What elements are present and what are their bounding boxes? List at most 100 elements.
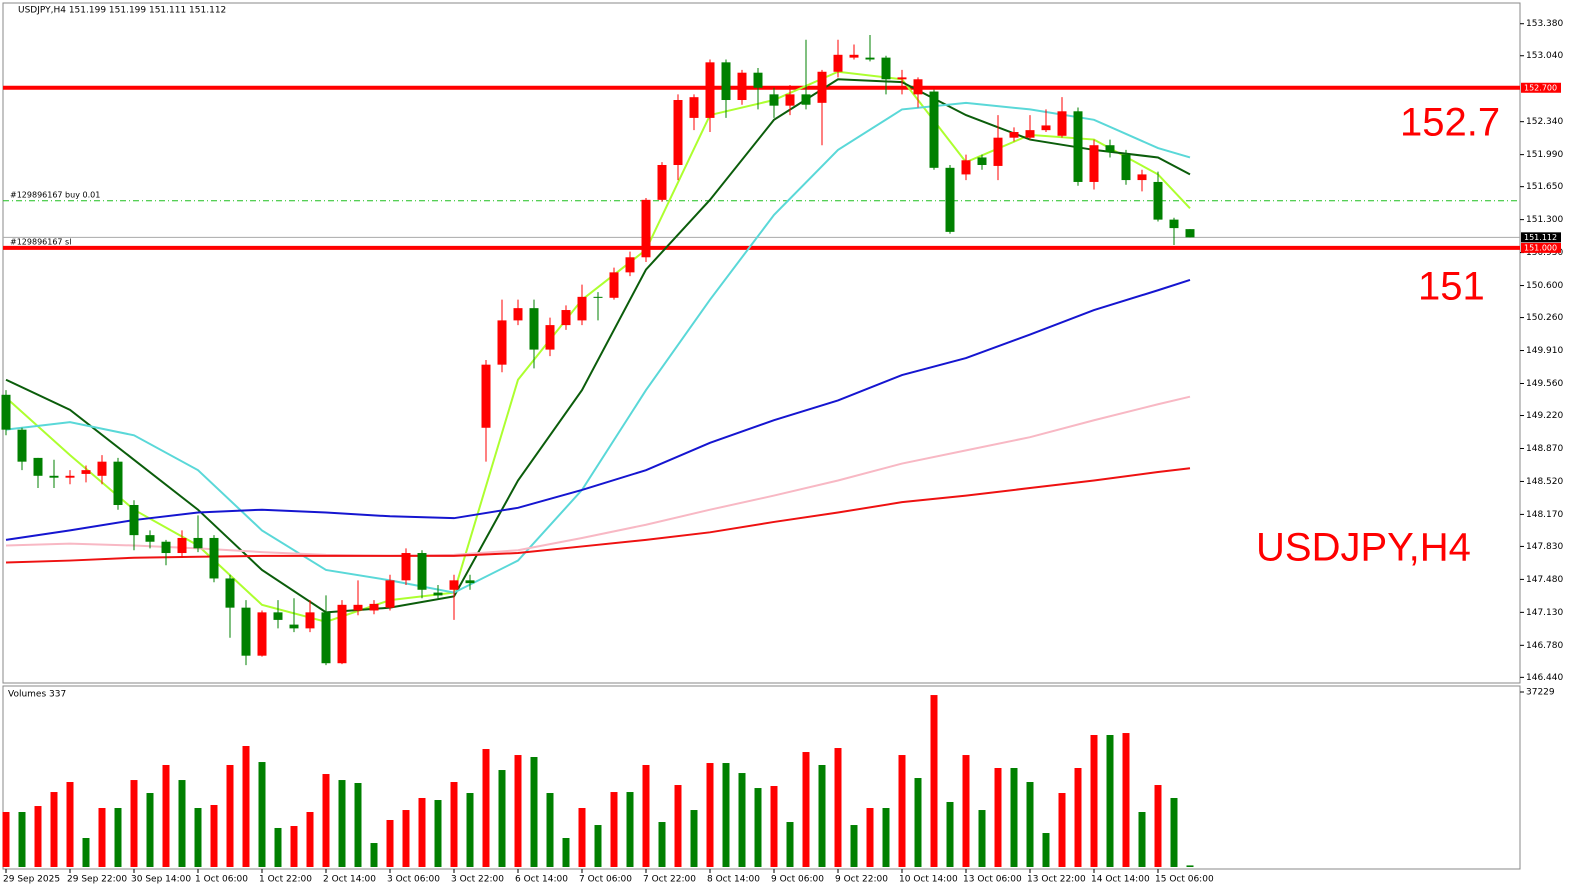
y-tick-label: 148.170 <box>1526 510 1563 520</box>
volume-bar <box>914 778 922 867</box>
y-tick-label: 149.910 <box>1526 346 1563 356</box>
candle-body <box>1169 219 1179 229</box>
candle-body <box>961 160 971 175</box>
x-tick-label: 7 Oct 06:00 <box>579 875 632 885</box>
volume-panel <box>2 685 1521 870</box>
x-tick-label: 1 Oct 06:00 <box>195 875 248 885</box>
volume-bar <box>306 812 314 867</box>
volume-bar <box>610 792 618 867</box>
volume-bar <box>962 755 970 867</box>
candle-body <box>673 100 683 165</box>
x-tick-label: 2 Oct 14:00 <box>323 875 376 885</box>
volume-bar <box>514 755 522 867</box>
order-label: #129896167 buy 0.01 <box>10 190 100 199</box>
candle-body <box>449 580 459 590</box>
volume-bar <box>626 792 634 867</box>
volume-bar <box>1010 768 1018 867</box>
volume-bar <box>450 782 458 867</box>
volume-bar <box>1026 782 1034 867</box>
level-label: 152.700 <box>1524 83 1557 92</box>
volume-bar <box>994 768 1002 867</box>
candle-body <box>1105 145 1115 152</box>
volume-bar <box>770 786 778 867</box>
volume-bar <box>338 780 346 867</box>
volume-bar <box>898 755 906 867</box>
candle-body <box>753 72 763 88</box>
volume-bar <box>1138 812 1146 867</box>
volume-bar <box>1186 865 1194 867</box>
x-tick-label: 1 Oct 22:00 <box>259 875 312 885</box>
candle-body <box>289 624 299 629</box>
candle-body <box>641 199 651 258</box>
volume-bar <box>978 810 986 867</box>
candle-body <box>625 257 635 273</box>
volume-bar <box>1170 797 1178 867</box>
candle-body <box>369 603 379 611</box>
volume-bar <box>930 695 938 867</box>
level-label: 151.000 <box>1524 243 1557 252</box>
x-tick-label: 10 Oct 14:00 <box>899 875 958 885</box>
volume-bar <box>594 825 602 867</box>
volume-bar <box>466 793 474 867</box>
candle-body <box>849 54 859 58</box>
x-tick-label: 13 Oct 22:00 <box>1027 875 1086 885</box>
volume-bar <box>290 826 298 867</box>
volume-bar <box>498 770 506 867</box>
candle-body <box>785 94 795 106</box>
candle-body <box>1009 132 1019 138</box>
candle-body <box>49 475 59 478</box>
candle-body <box>113 461 123 505</box>
candle-body <box>817 71 827 103</box>
y-tick-label: 149.560 <box>1526 379 1563 389</box>
volume-bar <box>850 825 858 867</box>
x-tick-label: 15 Oct 06:00 <box>1155 875 1214 885</box>
moving-average <box>5 78 1191 614</box>
volume-bar <box>354 782 362 867</box>
candle-body <box>513 308 523 321</box>
candle-body <box>401 553 411 581</box>
x-tick-label: 7 Oct 22:00 <box>643 875 696 885</box>
x-tick-label: 6 Oct 14:00 <box>515 875 568 885</box>
level-tag <box>1521 82 1561 93</box>
volume-bar <box>642 764 650 867</box>
candle-body <box>145 535 155 542</box>
volume-bar <box>546 793 554 867</box>
volume-bar <box>18 812 26 867</box>
chart-title: USDJPY,H4 151.199 151.199 151.111 151.11… <box>18 6 226 16</box>
candle-body <box>977 157 987 165</box>
y-tick-label: 150.950 <box>1526 248 1563 258</box>
candle-body <box>273 612 283 620</box>
volume-bar <box>882 808 890 867</box>
x-tick-label: 29 Sep 2025 <box>3 875 60 885</box>
candle-body <box>801 94 811 105</box>
candle-body <box>417 553 427 590</box>
moving-average <box>5 467 1191 564</box>
bid-tag <box>1521 232 1561 243</box>
candle-body <box>225 578 235 608</box>
x-tick-label: 3 Oct 22:00 <box>451 875 504 885</box>
candle-body <box>833 54 843 72</box>
volume-bar <box>98 808 106 867</box>
moving-average <box>5 395 1191 557</box>
volume-bar <box>754 788 762 867</box>
candle-body <box>1057 111 1067 136</box>
y-tick-label: 148.520 <box>1526 477 1563 487</box>
volume-bar <box>418 797 426 867</box>
x-tick-label: 14 Oct 14:00 <box>1091 875 1150 885</box>
level-text: #129896167 sl <box>10 237 71 246</box>
volume-bar <box>1090 735 1098 867</box>
candle-body <box>913 79 923 95</box>
bid-label: 151.112 <box>1524 233 1557 242</box>
volume-bar <box>1042 833 1050 867</box>
candle-body <box>657 164 667 200</box>
candle-body <box>929 91 939 168</box>
level-tag <box>1521 242 1561 253</box>
candle-body <box>33 457 43 476</box>
x-tick-label: 9 Oct 06:00 <box>771 875 824 885</box>
volume-bar <box>34 806 42 867</box>
volume-bar <box>706 763 714 867</box>
candle-body <box>609 272 619 298</box>
volume-bar <box>402 810 410 867</box>
annotation: 151 <box>1418 265 1485 309</box>
moving-average <box>5 278 1191 541</box>
